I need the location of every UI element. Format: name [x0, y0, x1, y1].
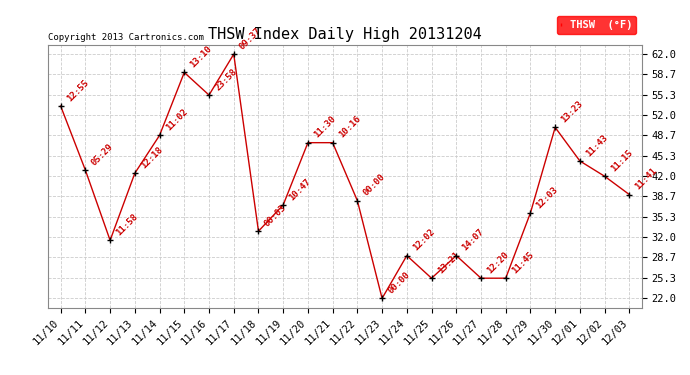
Text: 12:20: 12:20: [485, 250, 511, 275]
Text: 00:00: 00:00: [386, 270, 412, 296]
Text: 11:41: 11:41: [633, 166, 659, 192]
Text: 05:29: 05:29: [90, 142, 115, 167]
Title: THSW Index Daily High 20131204: THSW Index Daily High 20131204: [208, 27, 482, 42]
Text: Copyright 2013 Cartronics.com: Copyright 2013 Cartronics.com: [48, 33, 204, 42]
Text: 12:02: 12:02: [411, 228, 436, 253]
Text: 11:58: 11:58: [115, 212, 139, 238]
Text: 11:15: 11:15: [609, 148, 634, 174]
Text: 13:10: 13:10: [188, 44, 214, 70]
Text: 09:37: 09:37: [238, 26, 264, 51]
Text: 13:23: 13:23: [560, 99, 584, 124]
Legend: THSW  (°F): THSW (°F): [558, 16, 636, 34]
Text: 11:45: 11:45: [510, 250, 535, 275]
Text: 10:47: 10:47: [287, 177, 313, 202]
Text: 10:16: 10:16: [337, 114, 362, 140]
Text: 00:03: 00:03: [263, 203, 288, 228]
Text: 13:21: 13:21: [435, 250, 461, 275]
Text: 11:43: 11:43: [584, 133, 609, 158]
Text: 23:58: 23:58: [213, 67, 239, 92]
Text: 14:07: 14:07: [460, 228, 486, 253]
Text: 12:55: 12:55: [65, 78, 90, 103]
Text: 11:02: 11:02: [164, 107, 189, 133]
Text: 00:00: 00:00: [362, 172, 387, 198]
Text: 11:30: 11:30: [312, 114, 337, 140]
Text: 12:18: 12:18: [139, 145, 164, 170]
Text: 12:03: 12:03: [535, 185, 560, 210]
